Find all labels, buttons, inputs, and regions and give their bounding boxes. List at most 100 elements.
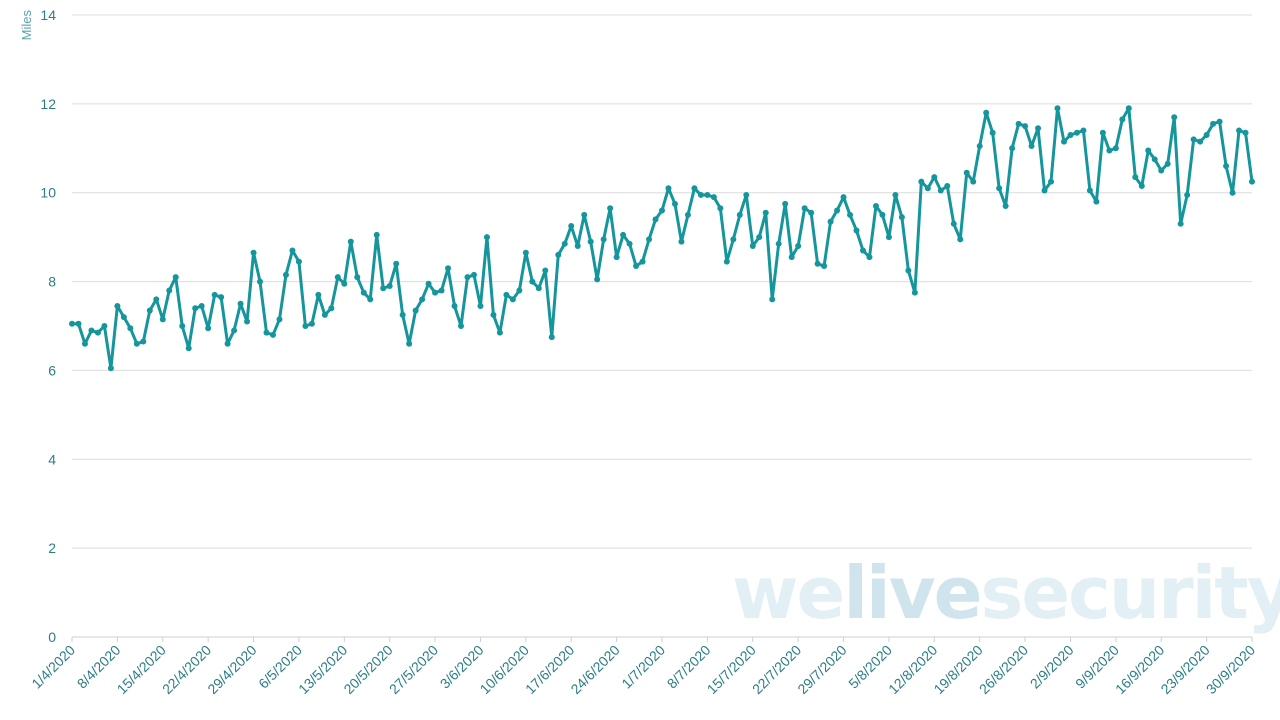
data-point bbox=[496, 329, 503, 336]
data-point bbox=[438, 287, 445, 294]
y-tick-label: 0 bbox=[48, 629, 56, 645]
data-point bbox=[127, 325, 134, 332]
data-point bbox=[834, 207, 841, 214]
data-point bbox=[308, 320, 315, 327]
data-point bbox=[723, 258, 730, 265]
data-point bbox=[1171, 114, 1178, 121]
data-point bbox=[88, 327, 95, 334]
data-point bbox=[1022, 123, 1029, 130]
data-point bbox=[133, 340, 140, 347]
data-point bbox=[821, 263, 828, 270]
data-point bbox=[276, 316, 283, 323]
data-point bbox=[678, 238, 685, 245]
y-tick-label: 6 bbox=[48, 362, 56, 378]
data-point bbox=[289, 247, 296, 254]
data-point bbox=[788, 254, 795, 261]
data-point bbox=[419, 296, 426, 303]
x-tick-label: 24/6/2020 bbox=[567, 642, 623, 698]
data-point bbox=[1223, 163, 1230, 170]
data-point bbox=[1119, 116, 1126, 123]
data-point bbox=[1067, 131, 1074, 138]
data-point bbox=[1229, 189, 1236, 196]
x-tick-label: 1/7/2020 bbox=[618, 642, 668, 692]
data-point bbox=[1041, 187, 1048, 194]
data-point bbox=[775, 240, 782, 247]
series-line bbox=[70, 106, 1254, 370]
data-point bbox=[1106, 147, 1113, 154]
data-point bbox=[159, 316, 166, 323]
data-point bbox=[425, 280, 432, 287]
x-tick-label: 26/8/2020 bbox=[976, 642, 1032, 698]
data-point bbox=[924, 185, 931, 192]
data-point bbox=[373, 231, 380, 238]
data-point bbox=[257, 278, 264, 285]
data-point bbox=[633, 263, 640, 270]
x-axis: 1/4/20208/4/202015/4/202022/4/202029/4/2… bbox=[28, 637, 1258, 697]
data-point bbox=[872, 203, 879, 210]
watermark-part-live: live bbox=[843, 551, 980, 635]
data-point bbox=[1145, 147, 1152, 154]
data-point bbox=[782, 200, 789, 207]
data-point bbox=[341, 280, 348, 287]
data-point bbox=[561, 240, 568, 247]
data-point bbox=[211, 291, 218, 298]
data-point bbox=[1054, 105, 1061, 112]
data-point bbox=[244, 318, 251, 325]
data-point bbox=[69, 320, 75, 327]
data-point bbox=[814, 260, 821, 267]
y-tick-label: 14 bbox=[40, 7, 56, 23]
data-point bbox=[743, 191, 750, 198]
data-point bbox=[393, 260, 400, 267]
data-point bbox=[665, 185, 672, 192]
data-point bbox=[483, 234, 490, 241]
data-point bbox=[607, 205, 614, 212]
data-point bbox=[321, 311, 328, 318]
data-point bbox=[198, 303, 205, 310]
data-point bbox=[717, 205, 724, 212]
data-point bbox=[516, 287, 523, 294]
data-point bbox=[477, 303, 484, 310]
data-point bbox=[302, 323, 309, 329]
data-point bbox=[1112, 145, 1119, 152]
data-point bbox=[263, 329, 270, 336]
data-point bbox=[1125, 105, 1132, 112]
data-point bbox=[1216, 118, 1223, 125]
data-point bbox=[360, 289, 367, 296]
data-point bbox=[613, 254, 620, 261]
data-point bbox=[970, 178, 977, 185]
data-point bbox=[282, 271, 289, 278]
data-point bbox=[315, 291, 322, 298]
data-point bbox=[386, 283, 393, 290]
x-tick-label: 2/9/2020 bbox=[1027, 642, 1077, 692]
data-point bbox=[1132, 174, 1139, 181]
data-point bbox=[451, 303, 458, 310]
data-point bbox=[581, 211, 588, 218]
data-point bbox=[1093, 198, 1100, 205]
x-tick-label: 27/5/2020 bbox=[386, 642, 442, 698]
data-point bbox=[224, 340, 231, 347]
data-point bbox=[847, 211, 854, 218]
data-point bbox=[736, 211, 743, 218]
data-point bbox=[885, 234, 892, 241]
data-point bbox=[620, 231, 627, 238]
data-point bbox=[432, 289, 439, 296]
data-point bbox=[853, 227, 860, 234]
data-point bbox=[231, 327, 238, 334]
data-point bbox=[120, 314, 127, 321]
watermark-part-we: we bbox=[732, 551, 843, 635]
data-point bbox=[399, 311, 406, 318]
data-point bbox=[464, 274, 471, 281]
data-point bbox=[691, 185, 698, 192]
data-point bbox=[749, 243, 756, 250]
data-point bbox=[671, 200, 678, 207]
data-point bbox=[1099, 129, 1106, 136]
data-point bbox=[1060, 138, 1067, 145]
data-point bbox=[801, 205, 808, 212]
data-point bbox=[983, 109, 990, 116]
y-axis-label: Miles bbox=[19, 10, 34, 41]
data-point bbox=[522, 249, 529, 256]
grid bbox=[72, 14, 1252, 638]
data-point bbox=[911, 289, 918, 296]
data-point bbox=[568, 223, 575, 230]
data-point bbox=[1184, 191, 1191, 198]
